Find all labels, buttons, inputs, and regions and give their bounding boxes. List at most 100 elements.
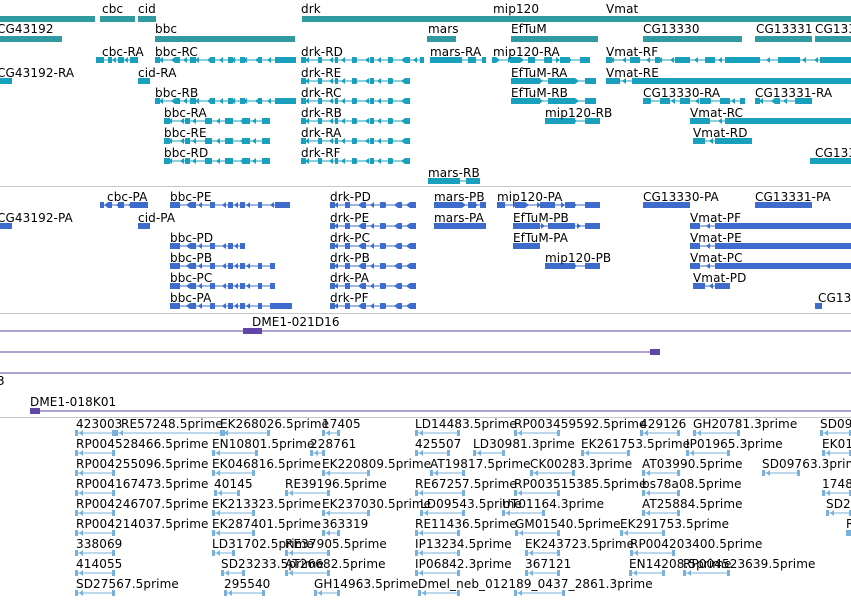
est-8-label[interactable]: SD09: [820, 417, 851, 431]
cg13331-pa-arrow[interactable]: [759, 202, 763, 208]
drk-pc-arrow[interactable]: [358, 243, 362, 249]
cg13331-pa-arrow[interactable]: [795, 202, 799, 208]
drk-rc-arrow[interactable]: [341, 98, 345, 104]
bbc-rc-exon[interactable]: [175, 57, 180, 63]
est-23-end[interactable]: [797, 470, 800, 476]
est-41-label[interactable]: RE11436.5prime: [415, 517, 517, 531]
cg1333x-gene-label[interactable]: CG1333: [815, 22, 851, 36]
bbc-rb-arrow[interactable]: [159, 98, 163, 104]
vmat-rf-arrow[interactable]: [622, 57, 626, 63]
bbc-pb-arrow[interactable]: [222, 263, 226, 269]
drk-rc-arrow[interactable]: [365, 98, 369, 104]
drk-rb-exon[interactable]: [301, 118, 306, 124]
eftum-rb-arrow[interactable]: [539, 98, 543, 104]
drk-rf-exon[interactable]: [370, 158, 374, 164]
bbc-re-label[interactable]: bbc-RE: [164, 126, 207, 140]
mars-pa-arrow[interactable]: [474, 223, 478, 229]
drk-rd-exon[interactable]: [420, 57, 424, 63]
bbc-pc-arrow[interactable]: [234, 283, 238, 289]
cg13331-pa-arrow[interactable]: [771, 202, 775, 208]
vmat-rc-exon[interactable]: [725, 118, 851, 124]
clone-partial-label[interactable]: 3: [0, 374, 5, 388]
eftum-gene-bar[interactable]: [511, 36, 598, 42]
est-50-start[interactable]: [630, 550, 633, 556]
vmat-rf-arrow[interactable]: [730, 57, 734, 63]
eftum-ra-arrow[interactable]: [587, 78, 591, 84]
mars-rb-arrow[interactable]: [468, 178, 472, 184]
est-42-arrow[interactable]: [519, 530, 523, 536]
drk-ra-exon[interactable]: [301, 138, 306, 144]
drk-ra-arrow[interactable]: [305, 138, 309, 144]
est-3-label[interactable]: 17405: [322, 417, 361, 431]
drk-pb-arrow[interactable]: [382, 263, 386, 269]
drk-pe-arrow[interactable]: [334, 223, 338, 229]
est-29-start[interactable]: [642, 490, 645, 496]
vmat-rf-arrow[interactable]: [634, 57, 638, 63]
drk-rb-exon[interactable]: [335, 118, 338, 124]
est-48-start[interactable]: [415, 550, 418, 556]
est-31-label[interactable]: RP004246707.5prime: [76, 497, 209, 511]
drk-pb-exon[interactable]: [362, 263, 366, 269]
bbc-pd-arrow[interactable]: [198, 243, 202, 249]
drk-pb-exon[interactable]: [330, 263, 335, 269]
est-30-arrow[interactable]: [826, 490, 830, 496]
bbc-ra-exon[interactable]: [205, 118, 212, 124]
drk-pe-arrow[interactable]: [406, 223, 410, 229]
bbc-rb-arrow[interactable]: [195, 98, 199, 104]
drk-re-arrow[interactable]: [329, 78, 333, 84]
dme1-021d16-segment[interactable]: [243, 328, 262, 334]
bbc-pa-exon[interactable]: [228, 303, 233, 309]
eftum-pa-arrow[interactable]: [529, 243, 533, 249]
drk-rc-arrow[interactable]: [305, 98, 309, 104]
bbc-ra-arrow[interactable]: [228, 118, 232, 124]
drk-pc-label[interactable]: drk-PC: [330, 231, 371, 245]
est-12-label[interactable]: 425507: [415, 437, 462, 451]
drk-re-exon[interactable]: [335, 78, 338, 84]
vmat-re-arrow[interactable]: [838, 78, 842, 84]
mip120-rb-arrow[interactable]: [585, 118, 589, 124]
vmat-re-arrow[interactable]: [610, 78, 614, 84]
est-10-end[interactable]: [255, 450, 258, 456]
drk-pd-label[interactable]: drk-PD: [330, 190, 371, 204]
drk-pe-label[interactable]: drk-PE: [330, 211, 370, 225]
mars-pb-arrow[interactable]: [474, 202, 478, 208]
drk-pc-arrow[interactable]: [370, 243, 374, 249]
drk-ra-arrow[interactable]: [401, 138, 405, 144]
cg13330-pa-label[interactable]: CG13330-PA: [643, 190, 719, 204]
est-34-start[interactable]: [420, 510, 423, 516]
est-19-end[interactable]: [367, 470, 370, 476]
mars-pb-exon[interactable]: [468, 202, 476, 208]
est-13-label[interactable]: LD30981.3prime: [473, 437, 575, 451]
est-20-start[interactable]: [430, 470, 433, 476]
bbc-re-arrow[interactable]: [264, 138, 268, 144]
vmat-pf-arrow[interactable]: [718, 223, 722, 229]
est-58-end[interactable]: [112, 590, 115, 596]
est-49-end[interactable]: [557, 550, 560, 556]
vmat-pc-arrow[interactable]: [718, 263, 722, 269]
bbc-ra-exon[interactable]: [164, 118, 170, 124]
est-20-end[interactable]: [462, 470, 465, 476]
drk-pd-exon[interactable]: [398, 202, 402, 208]
cg13330-ra-arrow[interactable]: [731, 98, 735, 104]
gene-cg43192-upstream-bar[interactable]: [0, 16, 95, 22]
vmat-pe-arrow[interactable]: [778, 243, 782, 249]
mars-pb-arrow[interactable]: [450, 202, 454, 208]
vmat-pe-arrow[interactable]: [790, 243, 794, 249]
est-53-label[interactable]: AT26682.5prime: [285, 557, 386, 571]
mip120-ra-arrow[interactable]: [556, 57, 560, 63]
est-52-arrow[interactable]: [225, 570, 229, 576]
vmat-rf-exon[interactable]: [778, 57, 800, 63]
vmat-pf-arrow[interactable]: [742, 223, 746, 229]
est-40-arrow[interactable]: [326, 530, 330, 536]
est-52-start[interactable]: [221, 570, 224, 576]
est-32-end[interactable]: [252, 510, 255, 516]
bbc-rd-arrow[interactable]: [168, 158, 172, 164]
vmat-re-arrow[interactable]: [742, 78, 746, 84]
bbc-pa-arrow[interactable]: [222, 303, 226, 309]
est-59-start[interactable]: [224, 590, 227, 596]
est-46-end[interactable]: [232, 550, 235, 556]
mars-ra-arrow[interactable]: [470, 57, 474, 63]
vmat-pc-arrow[interactable]: [706, 263, 710, 269]
drk-pf-label[interactable]: drk-PF: [330, 291, 369, 305]
vmat-pe-arrow[interactable]: [802, 243, 806, 249]
